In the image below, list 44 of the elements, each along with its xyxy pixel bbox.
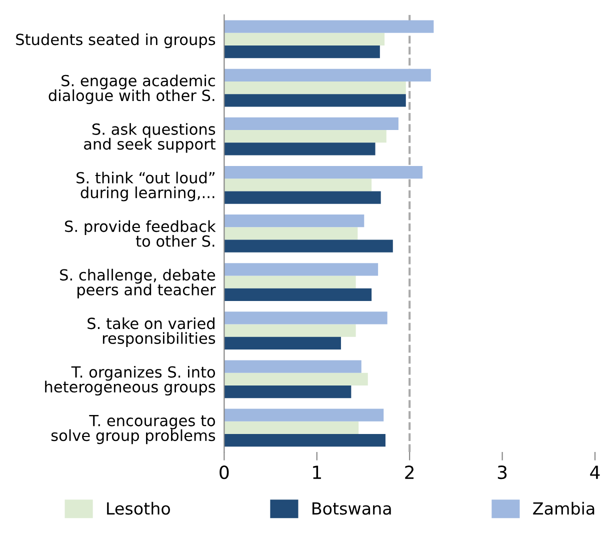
- bar: [224, 142, 376, 156]
- bar: [224, 227, 358, 240]
- bar: [224, 117, 398, 130]
- bar: [224, 191, 381, 204]
- x-tick-label: 0: [220, 465, 229, 480]
- bar: [224, 336, 341, 350]
- bar: [224, 408, 384, 422]
- bar: [224, 288, 372, 301]
- bar: [224, 360, 362, 373]
- bar: [224, 372, 368, 386]
- y-tick-label: Students seated in groups: [16, 33, 216, 48]
- bar: [224, 214, 364, 228]
- y-tick-label: S. ask questions and seek support: [84, 123, 216, 153]
- y-tick-label: S. think “out loud” during learning,...: [76, 172, 214, 202]
- x-tick-label: 1: [313, 466, 321, 479]
- bar: [224, 434, 386, 447]
- legend-label: Botswana: [312, 502, 391, 515]
- x-tick-label: 4: [590, 466, 600, 479]
- bar: [224, 385, 352, 398]
- bar: [224, 312, 388, 324]
- legend-label: Zambia: [533, 502, 594, 515]
- y-tick-label: S. engage academic dialogue with other S.: [48, 74, 215, 104]
- bar: [224, 421, 359, 434]
- bar: [224, 68, 431, 82]
- y-tick-label: S. take on varied responsibilities: [88, 317, 216, 347]
- bar: [224, 46, 380, 58]
- y-tick-label: T. encourages to solve group problems: [51, 414, 216, 444]
- bar: [224, 94, 406, 107]
- y-tick-label: S. challenge, debate peers and teacher: [60, 268, 216, 298]
- x-tick-label: 3: [498, 465, 507, 480]
- bar: [224, 240, 393, 252]
- bar: [224, 81, 406, 94]
- bar: [224, 324, 356, 337]
- bar: [224, 20, 434, 33]
- y-tick-label: S. provide feedback to other S.: [65, 220, 216, 247]
- bar: [224, 32, 385, 46]
- bar: [224, 263, 378, 276]
- x-tick-label: 2: [405, 465, 414, 479]
- bar: [224, 130, 386, 143]
- y-tick-label: T. organizes S. into heterogeneous groups: [45, 366, 216, 396]
- bar: [224, 178, 372, 192]
- legend-label: Lesotho: [107, 502, 170, 515]
- bar: [224, 276, 356, 288]
- bar: [224, 166, 423, 179]
